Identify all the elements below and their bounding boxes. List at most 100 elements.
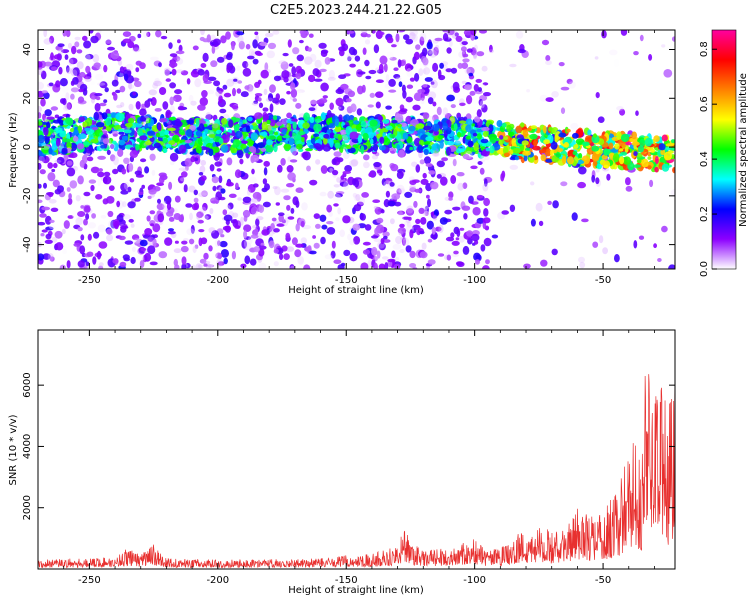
heatmap-blob	[406, 67, 412, 77]
heatmap-blob	[524, 147, 531, 152]
heatmap-blob	[339, 229, 346, 238]
heatmap-blob	[128, 163, 134, 172]
heatmap-blob	[175, 50, 185, 55]
heatmap-blob	[66, 260, 71, 269]
heatmap-blob	[331, 240, 336, 249]
heatmap-blob	[197, 69, 205, 76]
heatmap-blob	[73, 242, 81, 247]
heatmap-blob	[244, 255, 251, 265]
heatmap-blob	[389, 56, 397, 61]
heatmap-blob	[38, 61, 43, 68]
heatmap-blob	[232, 139, 240, 148]
heatmap-blob	[551, 248, 558, 256]
heatmap-blob	[414, 188, 422, 193]
heatmap-blob	[266, 50, 275, 59]
heatmap-blob	[282, 135, 291, 139]
heatmap-blob	[287, 39, 292, 48]
heatmap-blob	[138, 191, 144, 196]
heatmap-blob	[247, 55, 255, 60]
heatmap-blob	[324, 254, 333, 260]
heatmap-blob	[266, 139, 274, 146]
heatmap-blob	[262, 201, 271, 208]
heatmap-blob	[186, 119, 194, 125]
heatmap-blob	[123, 129, 132, 134]
heatmap-blob	[339, 181, 349, 187]
heatmap-blob	[320, 82, 329, 92]
heatmap-blob	[481, 104, 488, 113]
heatmap-blob	[173, 213, 181, 220]
heatmap-blob	[197, 219, 204, 224]
heatmap-blob	[613, 58, 620, 67]
heatmap-blob	[221, 117, 228, 125]
heatmap-blob	[70, 80, 75, 86]
heatmap-blob	[313, 123, 322, 132]
heatmap-blob	[90, 184, 95, 192]
heatmap-blob	[277, 164, 283, 173]
heatmap-blob	[208, 245, 213, 252]
heatmap-blob	[353, 204, 362, 212]
x-tick-label: -50	[595, 275, 611, 286]
heatmap-blob	[189, 125, 197, 131]
heatmap-blob	[296, 54, 304, 62]
heatmap-blob	[139, 62, 146, 70]
heatmap-blob	[389, 133, 396, 139]
heatmap-blob	[215, 90, 223, 97]
heatmap-blob	[272, 220, 281, 225]
heatmap-blob	[491, 234, 499, 239]
heatmap-blob	[338, 74, 347, 79]
heatmap-blob	[146, 236, 155, 246]
heatmap-blob	[45, 215, 52, 225]
heatmap-blob	[168, 140, 176, 146]
heatmap-blob	[178, 167, 187, 171]
heatmap-blob	[641, 158, 649, 168]
heatmap-blob	[200, 175, 207, 182]
heatmap-blob	[382, 119, 390, 124]
heatmap-blob	[362, 47, 367, 55]
heatmap-blob	[197, 264, 204, 269]
heatmap-blob	[198, 229, 205, 233]
heatmap-blob	[107, 210, 114, 218]
heatmap-blob	[122, 38, 132, 44]
heatmap-blob	[267, 125, 273, 131]
heatmap-blob	[384, 262, 389, 269]
heatmap-blob	[90, 95, 96, 104]
heatmap-blob	[231, 105, 239, 110]
heatmap-blob	[594, 56, 599, 60]
heatmap-blob	[496, 120, 503, 128]
heatmap-blob	[446, 254, 452, 261]
heatmap-blob	[313, 133, 320, 138]
heatmap-blob	[303, 264, 311, 269]
heatmap-blob	[389, 182, 395, 187]
heatmap-blob	[95, 96, 101, 101]
heatmap-blob	[618, 148, 624, 152]
heatmap-blob	[388, 89, 397, 93]
heatmap-blob	[71, 210, 78, 219]
heatmap-blob	[100, 214, 107, 219]
heatmap-blob	[211, 176, 219, 184]
heatmap-blob	[41, 90, 48, 94]
heatmap-blob	[551, 91, 559, 98]
heatmap-blob	[130, 223, 135, 228]
colorbar-tick-label: 0.0	[699, 261, 710, 277]
heatmap-blob	[468, 72, 474, 77]
heatmap-blob	[268, 240, 275, 249]
heatmap-blob	[431, 226, 436, 235]
heatmap-blob	[451, 240, 460, 246]
heatmap-blob	[298, 117, 305, 121]
heatmap-blob	[382, 231, 390, 237]
heatmap-blob	[207, 89, 215, 95]
heatmap-blob	[545, 55, 551, 62]
heatmap-blob	[128, 127, 135, 136]
heatmap-blob	[255, 148, 260, 154]
heatmap-blob	[386, 51, 394, 60]
heatmap-blob	[620, 133, 630, 143]
heatmap-blob	[650, 148, 656, 153]
heatmap-blob	[313, 143, 322, 150]
heatmap-blob	[376, 169, 383, 174]
heatmap-blob	[78, 116, 85, 123]
x-tick-label: -250	[78, 275, 101, 286]
heatmap-blob	[418, 139, 425, 146]
heatmap-blob	[334, 193, 343, 198]
heatmap-blob	[159, 87, 167, 95]
heatmap-blob	[180, 245, 189, 253]
